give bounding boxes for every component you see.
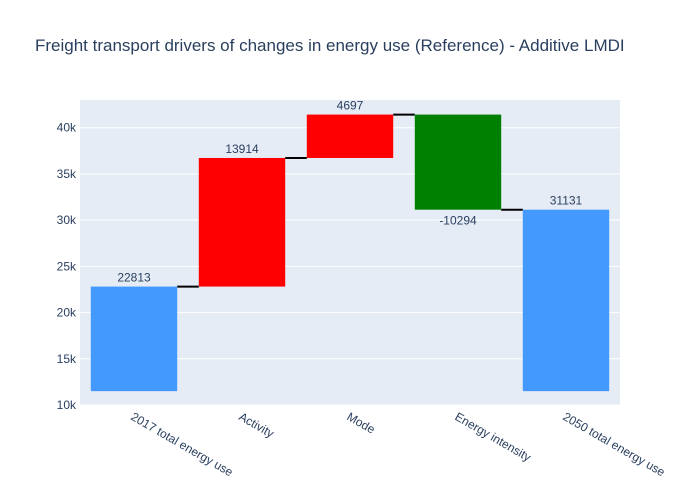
x-tick-label: 2017 total energy use <box>129 409 236 479</box>
bar <box>90 286 178 392</box>
x-tick-label: Activity <box>237 409 277 440</box>
x-tick-label: 2050 total energy use <box>561 409 668 479</box>
connector-lines <box>177 113 523 288</box>
bars <box>90 114 610 392</box>
bar <box>522 209 610 392</box>
data-label: 31131 <box>550 194 583 208</box>
data-label: 22813 <box>117 271 151 285</box>
y-tick-label: 40k <box>57 121 77 135</box>
y-tick-label: 30k <box>57 213 77 227</box>
x-tick-label: Energy intensity <box>453 409 534 464</box>
data-label: -10294 <box>439 214 477 228</box>
x-tick-label: Mode <box>345 409 378 436</box>
data-label: 4697 <box>337 99 364 113</box>
x-axis-ticks: 2017 total energy use Activity Mode Energy … <box>129 409 668 479</box>
y-tick-label: 35k <box>57 167 77 181</box>
data-label: 13914 <box>225 142 259 156</box>
bar <box>306 114 394 158</box>
chart-title: Freight transport drivers of changes in … <box>35 36 625 55</box>
y-tick-label: 15k <box>57 352 77 366</box>
y-tick-label: 20k <box>57 306 77 320</box>
y-tick-label: 25k <box>57 259 77 273</box>
bar <box>414 114 502 210</box>
data-labels: 22813 13914 4697 -10294 31131 <box>117 99 582 285</box>
y-axis-ticks: 10k 15k 20k 25k 30k 35k 40k <box>57 121 77 412</box>
y-tick-label: 10k <box>57 398 77 412</box>
bar <box>198 157 286 287</box>
